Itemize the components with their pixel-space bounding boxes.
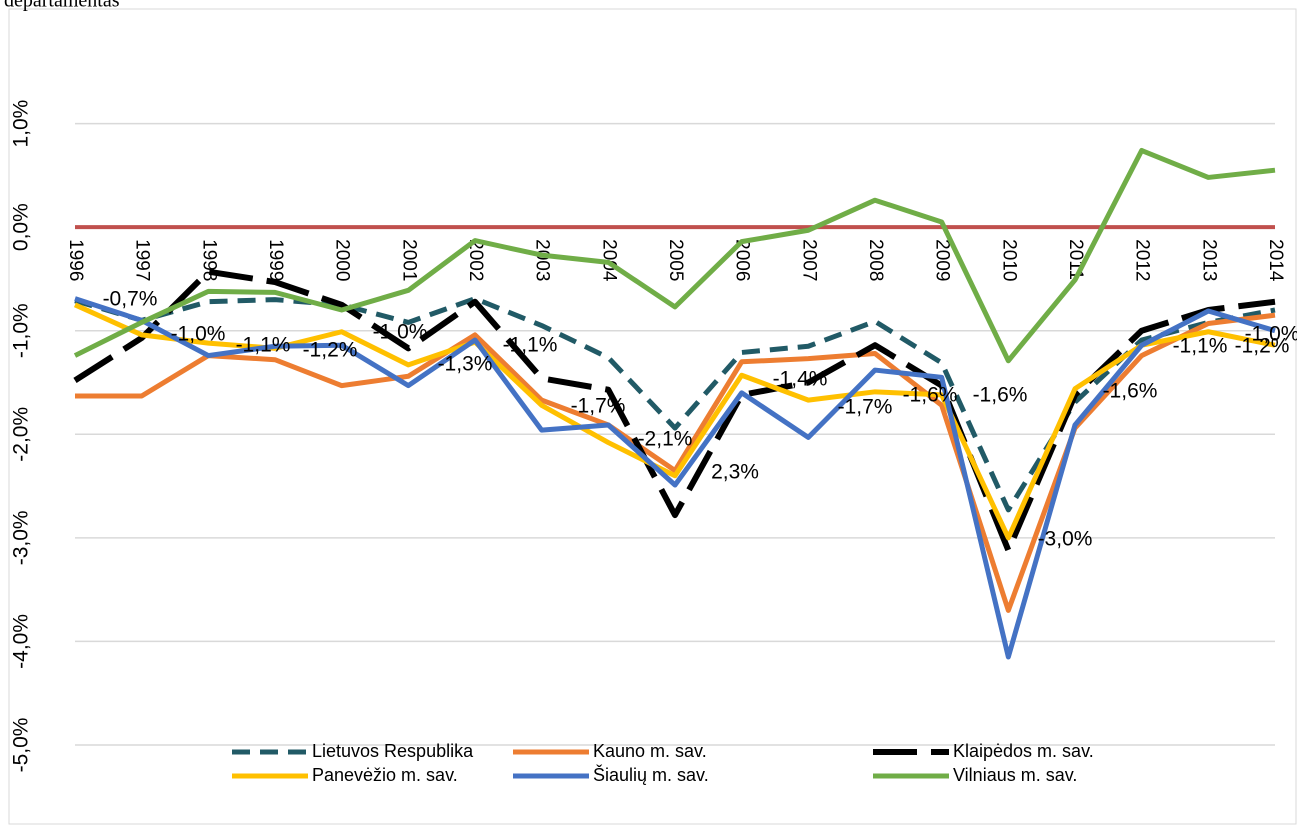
data-label: -1,0% bbox=[373, 321, 428, 344]
data-label: -1,1% bbox=[503, 334, 558, 357]
y-tick-label: -1,0% bbox=[10, 303, 33, 358]
data-label: -1,1% bbox=[1173, 335, 1228, 358]
x-tick-label: 1999 bbox=[265, 239, 286, 281]
x-tick-label: 2001 bbox=[398, 239, 419, 281]
y-tick-label: -5,0% bbox=[10, 718, 33, 773]
x-tick-label: 2012 bbox=[1132, 239, 1153, 281]
data-label: -2,1% bbox=[638, 428, 693, 451]
x-tick-label: 2007 bbox=[798, 239, 819, 281]
x-tick-label: 2005 bbox=[665, 239, 686, 281]
legend-label: Panevėžio m. sav. bbox=[312, 765, 458, 785]
legend-label: Kauno m. sav. bbox=[593, 741, 707, 761]
legend-label: Klaipėdos m. sav. bbox=[953, 741, 1094, 761]
data-label: -1,6% bbox=[973, 384, 1028, 407]
x-tick-label: 2000 bbox=[332, 239, 353, 281]
x-tick-label: 2008 bbox=[865, 239, 886, 281]
legend-label: Vilniaus m. sav. bbox=[953, 765, 1077, 785]
data-label: -1,6% bbox=[1103, 380, 1158, 403]
legend-label: Lietuvos Respublika bbox=[312, 741, 474, 761]
x-tick-label: 1996 bbox=[65, 239, 86, 281]
series-line bbox=[73, 148, 1276, 364]
series-line bbox=[74, 296, 1276, 660]
data-label: -1,7% bbox=[838, 396, 893, 419]
data-label: -3,0% bbox=[1038, 528, 1093, 551]
data-label: -1,3% bbox=[438, 353, 493, 376]
y-tick-label: -4,0% bbox=[10, 614, 33, 669]
y-tick-label: -2,0% bbox=[10, 407, 33, 462]
data-label: -1,2% bbox=[1235, 335, 1290, 358]
x-tick-label: 2014 bbox=[1265, 239, 1286, 282]
data-label: -1,0% bbox=[171, 323, 226, 346]
x-tick-label: 2010 bbox=[998, 239, 1019, 281]
chart-title: departamentas bbox=[4, 0, 120, 12]
data-label: -1,6% bbox=[903, 384, 958, 407]
data-label: 2,3% bbox=[711, 461, 759, 484]
data-label: -1,0% bbox=[1245, 323, 1297, 346]
data-label: -1,7% bbox=[571, 395, 626, 418]
y-tick-label: 0,0% bbox=[10, 203, 33, 251]
chart-frame bbox=[8, 8, 1297, 825]
x-tick-label: 2009 bbox=[932, 239, 953, 281]
y-tick-label: 1,0% bbox=[10, 100, 33, 148]
legend-label: Šiaulių m. sav. bbox=[593, 764, 709, 785]
y-tick-label: -3,0% bbox=[10, 510, 33, 565]
x-tick-label: 2013 bbox=[1198, 239, 1219, 281]
data-label: -1,4% bbox=[773, 368, 828, 391]
x-tick-label: 2002 bbox=[465, 239, 486, 281]
data-label: -0,7% bbox=[103, 288, 158, 311]
series-line bbox=[73, 268, 1276, 554]
data-label: -1,2% bbox=[303, 339, 358, 362]
x-tick-label: 2003 bbox=[532, 239, 553, 281]
x-tick-label: 1997 bbox=[132, 239, 153, 281]
data-label: -1,1% bbox=[236, 334, 291, 357]
